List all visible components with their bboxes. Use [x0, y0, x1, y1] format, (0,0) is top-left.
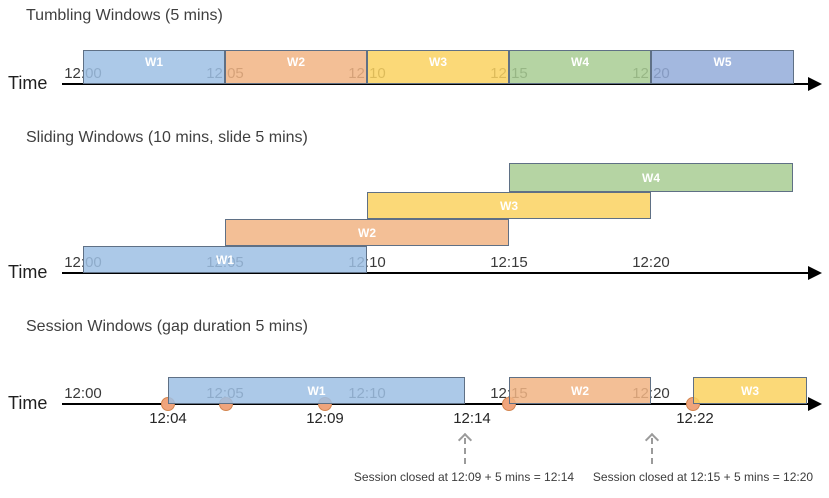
- window-label: W5: [713, 55, 732, 69]
- window-label: W3: [429, 55, 447, 69]
- window-label: W1: [216, 253, 234, 267]
- axis-tick-label: 12:20: [632, 254, 670, 271]
- event-time-label: 12:22: [676, 410, 714, 427]
- time-axis: [62, 83, 808, 85]
- event-time-label: 12:09: [306, 410, 344, 427]
- window-label: W4: [642, 171, 660, 185]
- event-time-label: 12:14: [453, 410, 491, 427]
- window-label: W1: [307, 384, 326, 398]
- window-bar: [225, 219, 509, 246]
- window-bar: [693, 377, 807, 404]
- window-bar: [83, 246, 367, 273]
- arrowhead-chevron: [644, 432, 660, 448]
- time-axis: [62, 403, 808, 405]
- section-title: Tumbling Windows (5 mins): [26, 7, 223, 24]
- window-bar: [83, 50, 225, 84]
- axis-arrowhead-icon: [808, 266, 822, 280]
- window-bar: [225, 50, 367, 84]
- dashed-arrow-icon: [457, 432, 473, 464]
- section-title: Sliding Windows (10 mins, slide 5 mins): [26, 129, 308, 146]
- window-bar: [509, 377, 651, 404]
- arrowhead-chevron: [457, 432, 473, 448]
- axis-arrowhead-icon: [808, 77, 822, 91]
- section-title: Session Windows (gap duration 5 mins): [26, 318, 308, 335]
- axis-tick-label: 12:00: [64, 385, 102, 402]
- window-bar: [651, 50, 794, 84]
- time-axis: [62, 272, 808, 274]
- window-label: W3: [500, 199, 518, 213]
- session-close-annotation: Session closed at 12:09 + 5 mins = 12:14: [353, 470, 575, 484]
- window-label: W1: [145, 55, 163, 69]
- axis-arrowhead-icon: [808, 397, 822, 411]
- axis-tick-label: 12:15: [490, 254, 528, 271]
- time-axis-label: Time: [8, 393, 48, 413]
- session-close-annotation: Session closed at 12:15 + 5 mins = 12:20: [592, 470, 814, 484]
- window-bar: [509, 50, 651, 84]
- window-label: W4: [571, 55, 589, 69]
- window-bar: [367, 192, 651, 219]
- time-axis-label: Time: [8, 73, 48, 93]
- window-bar: [367, 50, 509, 84]
- window-bar: [509, 163, 793, 192]
- window-label: W2: [287, 55, 305, 69]
- window-label: W2: [571, 384, 589, 398]
- event-time-label: 12:04: [149, 410, 187, 427]
- time-axis-label: Time: [8, 262, 48, 282]
- window-label: W2: [358, 226, 376, 240]
- window-label: W3: [741, 384, 759, 398]
- window-bar: [168, 377, 465, 404]
- dashed-arrow-icon: [644, 432, 660, 464]
